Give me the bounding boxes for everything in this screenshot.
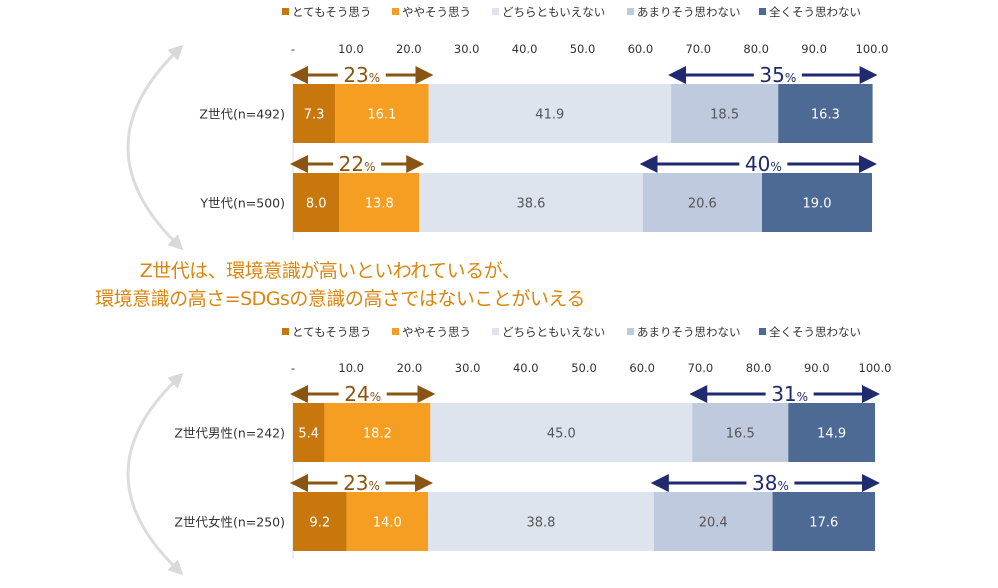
bar-segment (772, 492, 875, 551)
data-label: 13.8 (365, 197, 394, 212)
data-label: 17.6 (809, 516, 838, 531)
tick-label: 30.0 (454, 42, 480, 56)
caption-line-1: Z世代は、環境意識が高いといわれているが、 (139, 260, 521, 282)
tick-label: 40.0 (513, 361, 539, 375)
tick-label: - (291, 42, 295, 56)
tick-label: 10.0 (338, 361, 364, 375)
bar-segment (419, 173, 643, 232)
annotation-bg (746, 469, 795, 491)
legend-swatch (392, 8, 399, 15)
tick-label: 10.0 (338, 42, 364, 56)
bar-segment (293, 173, 340, 232)
legend-label: ややそう思う (402, 325, 471, 339)
legend-swatch (392, 328, 399, 335)
data-label: 20.4 (699, 516, 728, 531)
legend-label: あまりそう思わない (637, 5, 741, 19)
bar-segment (293, 84, 336, 143)
data-label: 38.6 (516, 197, 545, 212)
data-label: 8.0 (306, 197, 327, 212)
tick-label: 80.0 (746, 361, 772, 375)
legend-label: どちらともいえない (502, 325, 605, 339)
bar-segment (335, 84, 429, 143)
caption-line-2: 環境意識の高さ=SDGsの意識の高さではないことがいえる (95, 288, 585, 310)
annotation-bg (753, 61, 802, 83)
tick-label: 30.0 (455, 361, 481, 375)
legend-swatch (627, 328, 634, 335)
legend-swatch (627, 8, 634, 15)
tick-label: 90.0 (804, 361, 830, 375)
data-label: 16.3 (811, 108, 840, 123)
tick-label: 50.0 (570, 42, 596, 56)
tick-label: 90.0 (801, 42, 827, 56)
tick-label: 20.0 (397, 361, 423, 375)
data-label: 20.6 (688, 197, 717, 212)
legend-label: どちらともいえない (502, 5, 605, 19)
annotation-bg (333, 150, 382, 172)
curved-compare-arrow (126, 44, 184, 251)
tick-label: 60.0 (628, 42, 654, 56)
legend-label: とてもそう思う (292, 325, 371, 339)
legend-label: 全くそう思わない (769, 325, 861, 339)
data-label: 19.0 (803, 197, 832, 212)
annotation-bg (337, 469, 386, 491)
tick-label: 80.0 (743, 42, 769, 56)
curved-compare-arrow (126, 372, 184, 576)
data-label: 18.2 (363, 427, 392, 442)
bar-segment (642, 173, 762, 232)
bar-segment (761, 173, 872, 232)
bar-segment (346, 492, 429, 551)
tick-label: 50.0 (571, 361, 597, 375)
category-label: Y世代(n=500) (199, 196, 285, 211)
bar-segment (293, 403, 325, 462)
tick-label: 60.0 (629, 361, 655, 375)
bar-segment (692, 403, 789, 462)
tick-label: 100.0 (859, 361, 892, 375)
legend-swatch (759, 8, 766, 15)
tick-label: 100.0 (856, 42, 889, 56)
data-label: 38.8 (526, 516, 555, 531)
annotation-bg (337, 61, 386, 83)
bar-segment (671, 84, 779, 143)
bar-segment (293, 492, 347, 551)
category-label: Z世代男性(n=242) (174, 426, 285, 441)
data-label: 16.5 (726, 427, 755, 442)
bar-segment (324, 403, 431, 462)
bar-segment (778, 84, 873, 143)
tick-label: 70.0 (688, 361, 714, 375)
data-label: 14.0 (373, 516, 402, 531)
legend-label: ややそう思う (402, 5, 471, 19)
legend-swatch (282, 328, 289, 335)
annotation-bg (739, 150, 788, 172)
data-label: 5.4 (298, 427, 319, 442)
data-label: 14.9 (817, 427, 846, 442)
bar-segment (428, 492, 654, 551)
bar-segment (653, 492, 773, 551)
legend-swatch (492, 328, 499, 335)
legend-label: あまりそう思わない (637, 325, 741, 339)
bar-segment (428, 84, 672, 143)
tick-label: - (291, 361, 295, 375)
bar-segment (430, 403, 693, 462)
tick-label: 40.0 (512, 42, 538, 56)
legend-swatch (492, 8, 499, 15)
annotation-bg (765, 380, 814, 402)
legend-label: 全くそう思わない (769, 5, 861, 19)
category-label: Z世代女性(n=250) (174, 515, 285, 530)
bar-segment (339, 173, 420, 232)
legend-label: とてもそう思う (292, 5, 371, 19)
legend-swatch (282, 8, 289, 15)
bar-segment (788, 403, 875, 462)
tick-label: 70.0 (685, 42, 711, 56)
legend-swatch (759, 328, 766, 335)
tick-label: 20.0 (396, 42, 422, 56)
data-label: 7.3 (304, 108, 325, 123)
annotation-bg (338, 380, 387, 402)
data-label: 16.1 (367, 108, 396, 123)
data-label: 9.2 (309, 516, 330, 531)
data-label: 45.0 (547, 427, 576, 442)
data-label: 41.9 (535, 108, 564, 123)
category-label: Z世代(n=492) (199, 107, 285, 122)
data-label: 18.5 (710, 108, 739, 123)
